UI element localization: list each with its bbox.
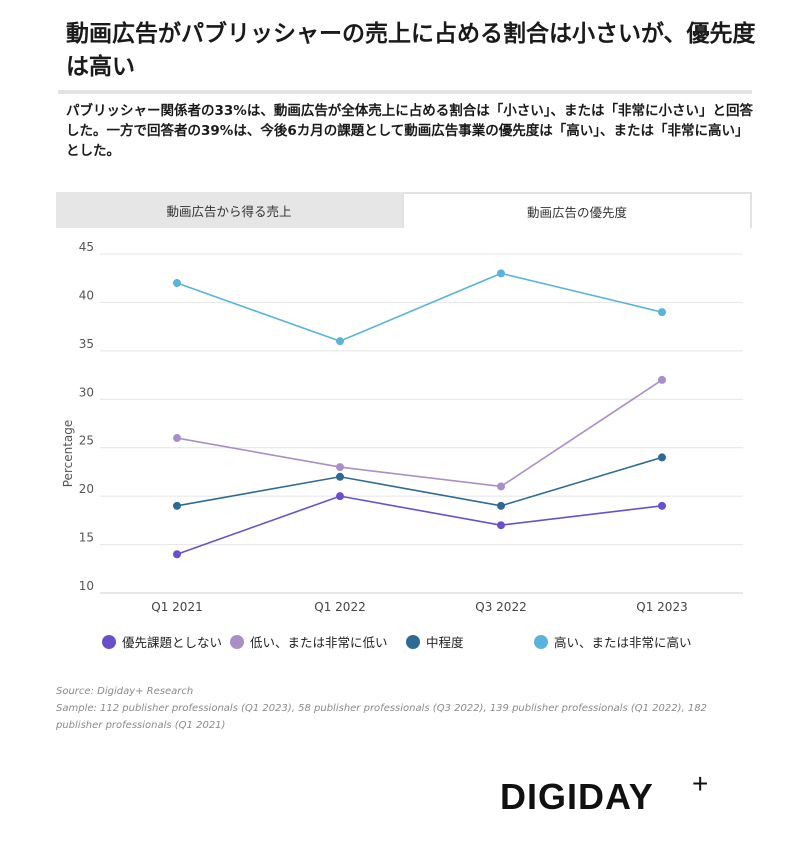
y-tick-label-45: 45 [79, 240, 94, 254]
data-point-s0-0 [173, 550, 181, 559]
data-point-s1-3 [658, 375, 666, 384]
legend-label-medium: 中程度 [426, 635, 464, 650]
data-point-s3-3 [658, 308, 666, 317]
y-tick-label-20: 20 [79, 482, 94, 496]
legend-item-low[interactable]: 低い、または非常に低い [230, 632, 388, 651]
data-point-s1-1 [336, 463, 344, 472]
x-tick-label-1: Q1 2022 [314, 600, 365, 614]
data-point-s2-3 [658, 453, 666, 462]
x-tick-label-2: Q3 2022 [475, 600, 526, 614]
data-point-s2-0 [173, 501, 181, 510]
legend-swatch-no-priority [102, 634, 116, 649]
y-tick-label-30: 30 [79, 385, 94, 399]
page-subtitle: パブリッシャー関係者の33%は、動画広告が全体売上に占める割合は「小さい」、また… [66, 103, 754, 159]
line-chart: 10 15 20 25 30 35 40 45 Percentage Q1 2021 Q1 2022… [61, 240, 743, 614]
source-line: Source: Digiday+ Research [56, 686, 194, 697]
y-tick-label-35: 35 [79, 337, 94, 351]
legend-item-no-priority[interactable]: 優先課題としない [102, 632, 222, 651]
x-tick-label-0: Q1 2021 [151, 600, 202, 614]
legend-swatch-high [534, 634, 548, 649]
sample-line: Sample: 112 publisher professionals (Q1 … [56, 703, 707, 731]
tab-video-ad-priority[interactable]: 動画広告の優先度 [402, 192, 752, 228]
legend-label-no-priority: 優先課題としない [122, 635, 223, 650]
y-tick-label-15: 15 [79, 531, 94, 545]
series-line-1 [176, 379, 663, 488]
data-point-s0-3 [658, 501, 666, 510]
data-point-s1-2 [497, 482, 505, 491]
y-tick-label-10: 10 [79, 579, 94, 593]
data-point-s0-2 [497, 521, 505, 530]
y-tick-label-25: 25 [79, 434, 94, 448]
legend-label-low: 低い、または非常に低い [250, 635, 388, 650]
legend-item-medium[interactable]: 中程度 [406, 632, 464, 651]
legend-swatch-low [230, 634, 244, 649]
chart-legend: 優先課題としない 低い、または非常に低い 中程度 高い、または非常に高い [0, 632, 800, 652]
digiday-logo: DIGIDAY [500, 776, 654, 817]
y-tick-label-40: 40 [79, 288, 94, 302]
series-line-2 [176, 456, 663, 507]
tab-video-ad-revenue[interactable]: 動画広告から得る売上 [56, 192, 402, 228]
data-point-s2-1 [336, 472, 344, 481]
legend-swatch-medium [406, 634, 420, 649]
chart-tabs: 動画広告から得る売上 動画広告の優先度 [56, 192, 752, 228]
series-line-3 [176, 272, 663, 343]
data-point-s2-2 [497, 501, 505, 510]
data-point-s0-1 [336, 492, 344, 501]
title-divider [58, 90, 752, 94]
digiday-logo-plus: + [692, 768, 709, 799]
legend-label-high: 高い、または非常に高い [554, 635, 692, 650]
data-point-s3-0 [173, 279, 181, 288]
data-point-s3-2 [497, 269, 505, 278]
data-point-s1-0 [173, 434, 181, 443]
data-point-s3-1 [336, 337, 344, 346]
y-axis-label: Percentage [61, 420, 75, 488]
source-note: Source: Digiday+ Research Sample: 112 pu… [56, 683, 746, 734]
series-line-0 [176, 495, 663, 556]
page-title: 動画広告がパブリッシャーの売上に占める割合は小さいが、優先度は高い [66, 21, 756, 80]
legend-item-high[interactable]: 高い、または非常に高い [534, 632, 692, 651]
x-tick-label-3: Q1 2023 [636, 600, 687, 614]
